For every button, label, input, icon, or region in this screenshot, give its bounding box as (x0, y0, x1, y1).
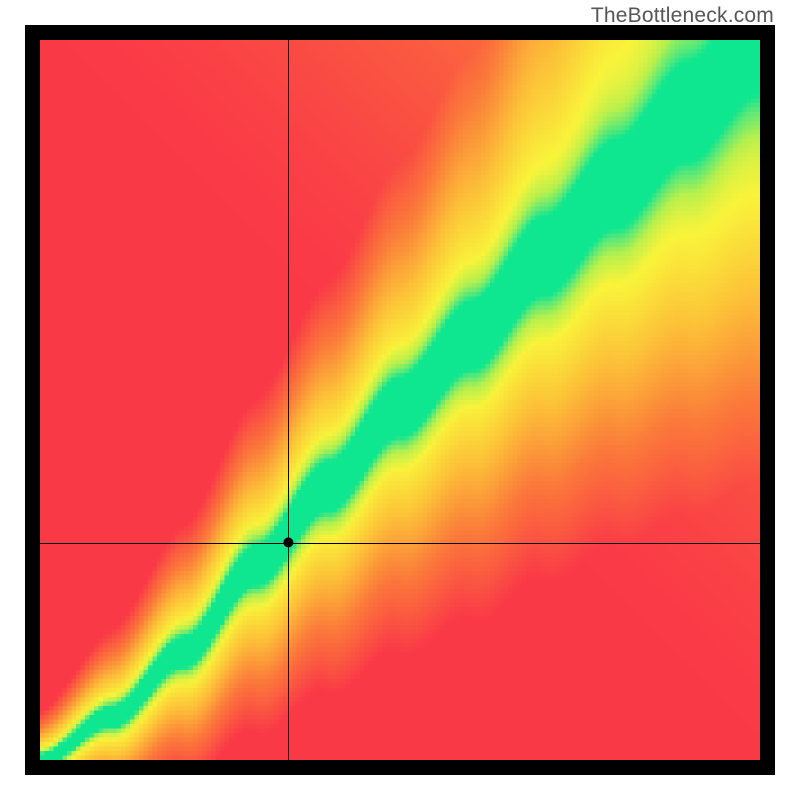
chart-frame (25, 25, 775, 775)
crosshair-overlay (40, 40, 760, 760)
watermark-text: TheBottleneck.com (591, 4, 774, 28)
